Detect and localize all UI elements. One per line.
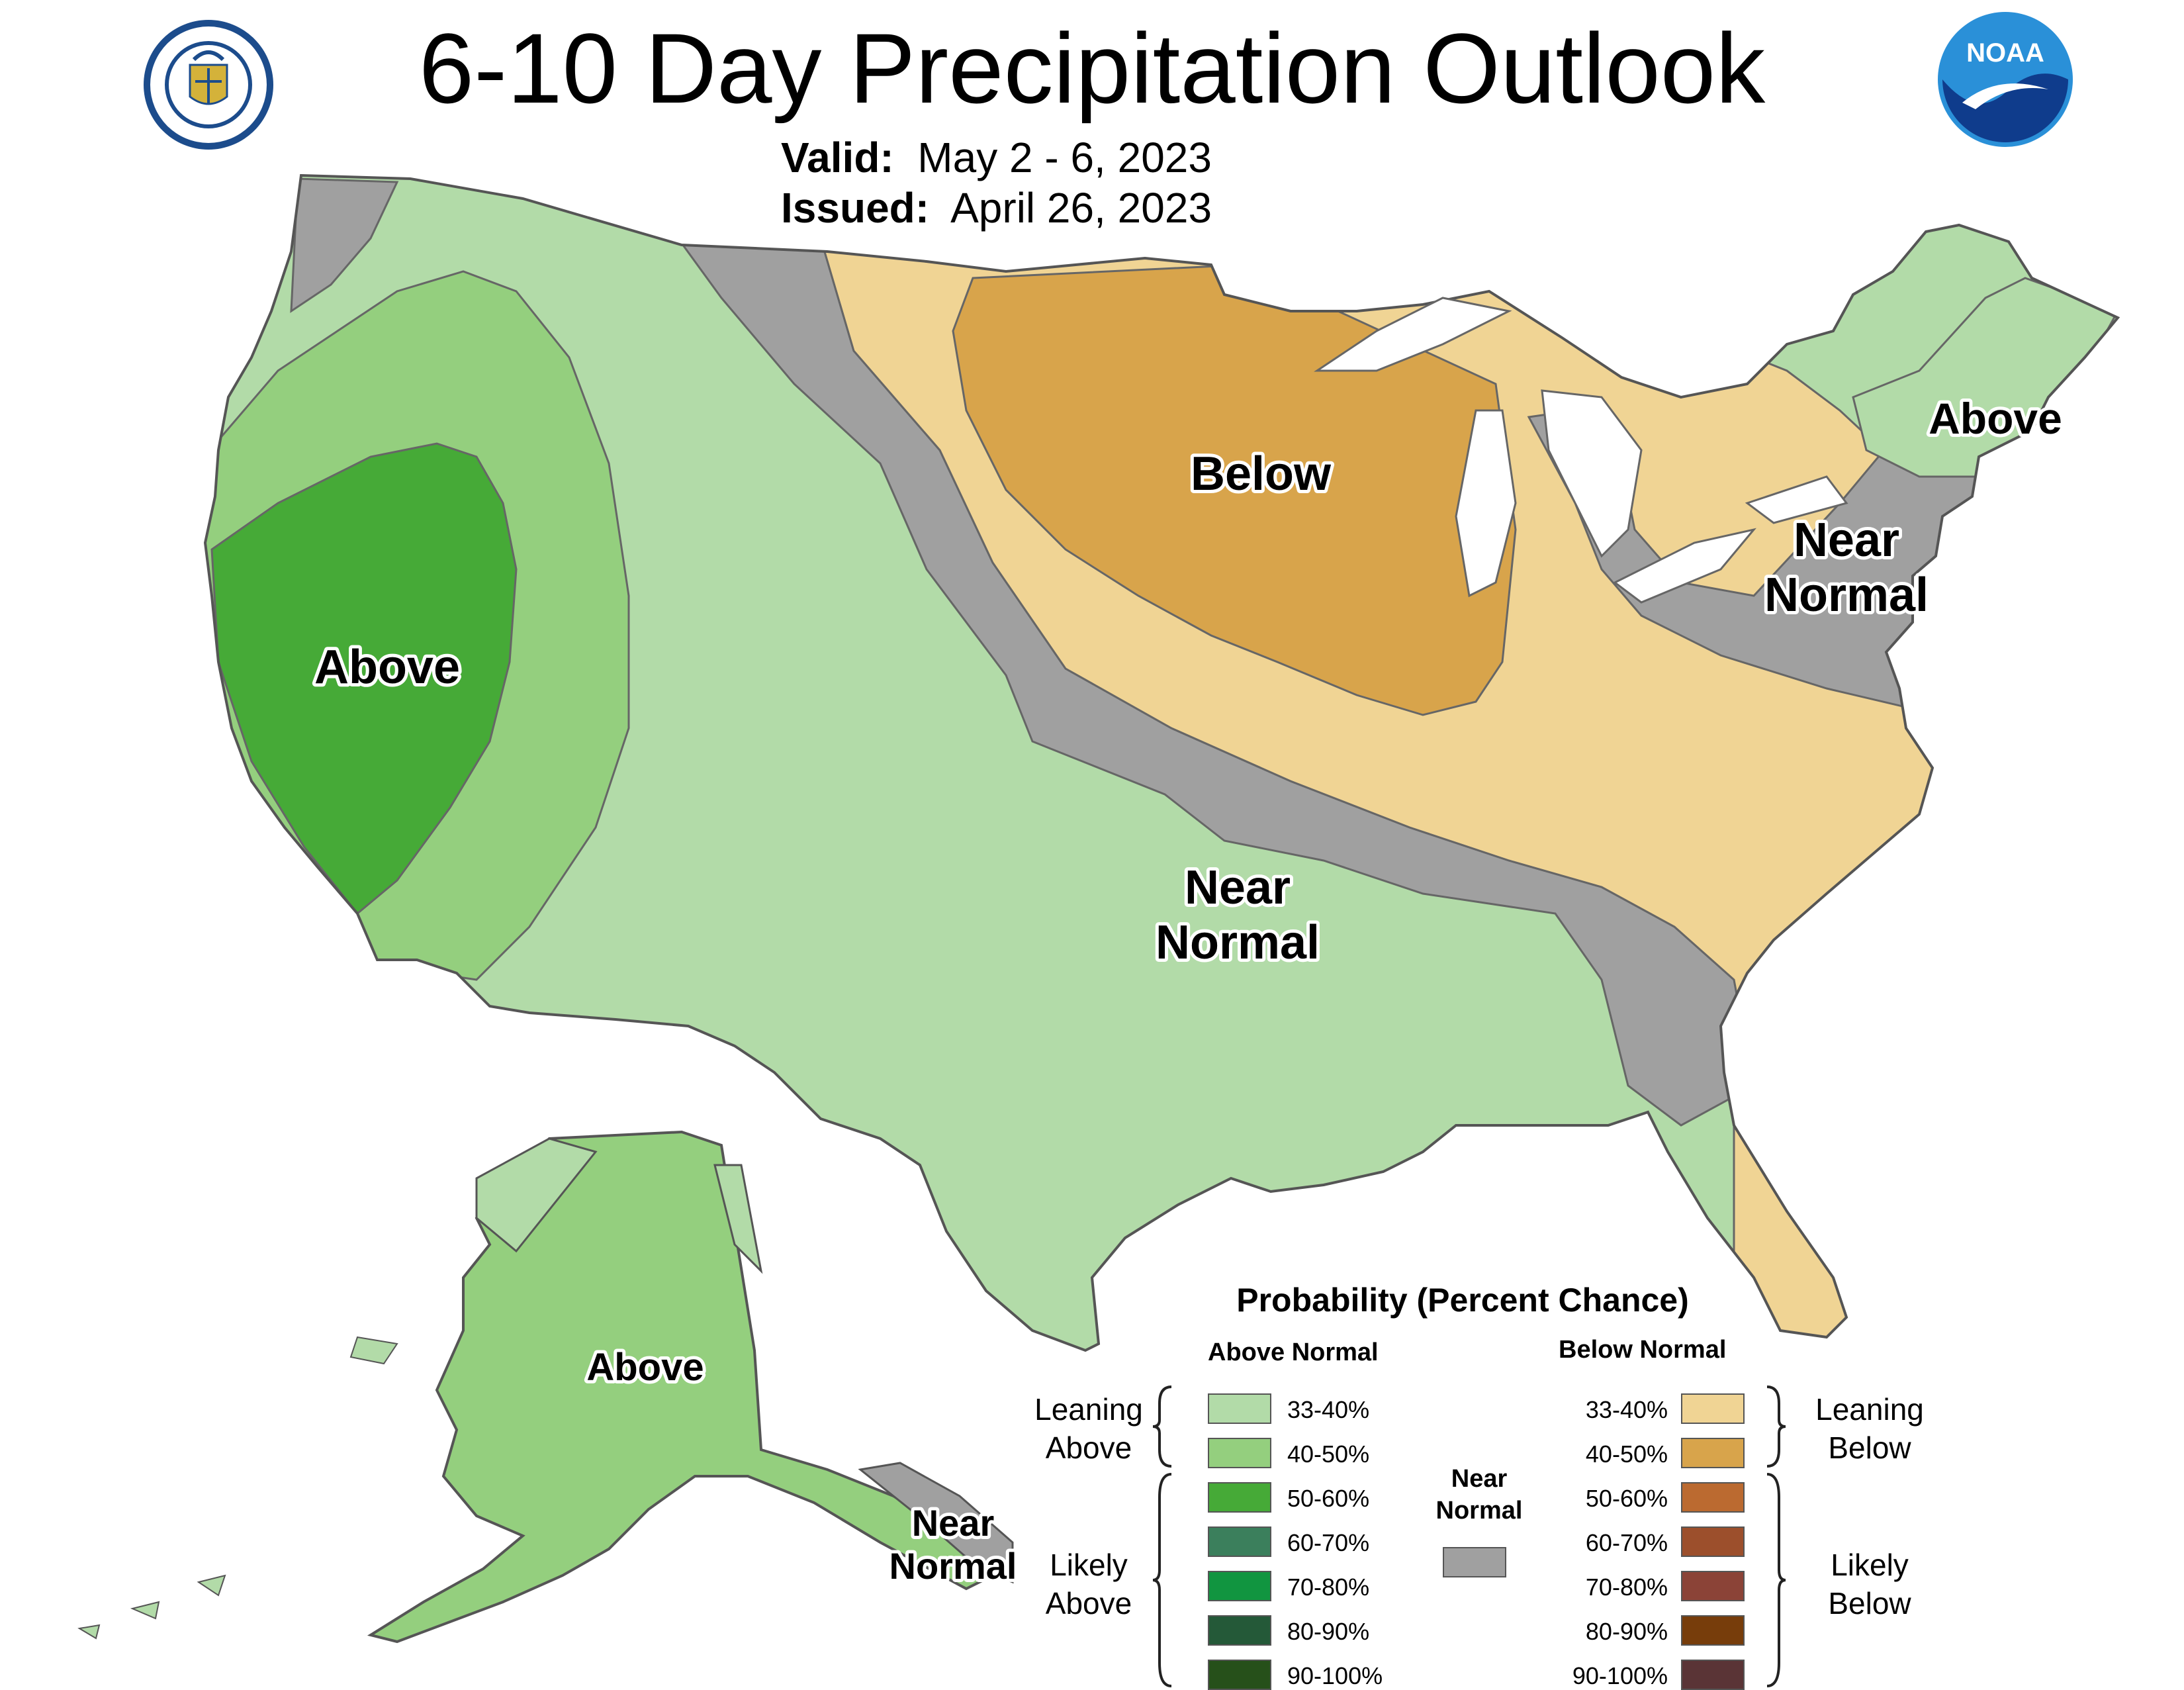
legend-above-label: 60-70% <box>1287 1529 1370 1556</box>
legend-above-swatch <box>1208 1438 1271 1468</box>
great-lakes <box>1314 297 1848 604</box>
legend-below-swatch <box>1681 1615 1745 1646</box>
label-new-england-above: Above <box>1929 394 2062 443</box>
brace-leaning-below-icon <box>1766 1385 1786 1468</box>
alaska-north-slope <box>475 1137 598 1253</box>
legend-below-swatch <box>1681 1660 1745 1690</box>
legend-likely-below-line2: Below <box>1828 1586 1911 1620</box>
legend-below-swatch <box>1681 1526 1745 1557</box>
legend-below-swatch <box>1681 1438 1745 1468</box>
legend-above-label: 90-100% <box>1287 1662 1383 1689</box>
legend-likely-below: Likely Below <box>1787 1546 1952 1622</box>
label-se-alaska-near-1: Near <box>912 1502 995 1544</box>
near-normal-region-washington-coast <box>290 177 399 313</box>
brace-likely-above-icon <box>1152 1473 1172 1687</box>
label-northeast-near-2: Normal <box>1764 569 1929 622</box>
brace-leaning-above-icon <box>1152 1385 1172 1468</box>
label-se-alaska-near-2: Normal <box>889 1545 1017 1587</box>
lake-huron <box>1541 389 1643 558</box>
alaska-mainland <box>367 1130 995 1644</box>
issued-label: Issued: <box>781 184 930 232</box>
legend-below-label: 90-100% <box>1572 1662 1668 1689</box>
legend-below-header: Below Normal <box>1559 1336 1727 1364</box>
legend-leaning-above: Leaning Above <box>1006 1390 1171 1467</box>
legend-below-swatch <box>1681 1393 1745 1424</box>
issued-date: April 26, 2023 <box>950 184 1212 232</box>
lake-erie <box>1613 528 1756 604</box>
legend-near-header-line1: Near <box>1451 1465 1508 1493</box>
legend-below-label: 40-50% <box>1585 1440 1668 1468</box>
legend-above-swatch <box>1208 1571 1271 1601</box>
noaa-text: NOAA <box>1966 38 2044 68</box>
alaska-northeast <box>713 1164 763 1274</box>
legend-near-normal-swatch <box>1443 1547 1506 1577</box>
legend-above-swatch <box>1208 1393 1271 1424</box>
legend-above-swatch <box>1208 1482 1271 1513</box>
legend-below-label: 70-80% <box>1585 1573 1668 1601</box>
label-plains-below: Below <box>1191 447 1332 500</box>
conus-outline <box>203 173 2120 1352</box>
valid-dates: May 2 - 6, 2023 <box>917 134 1212 181</box>
issued-line: Issued: April 26, 2023 <box>781 183 1212 233</box>
legend-leaning-below: Leaning Below <box>1787 1390 1952 1467</box>
legend-leaning-above-line2: Above <box>1045 1431 1132 1465</box>
label-plains-near-1: Near <box>1185 861 1291 914</box>
alaska-panhandle <box>858 1462 1014 1584</box>
label-northeast-near-1: Near <box>1794 514 1899 567</box>
alaska-map <box>77 1130 1014 1644</box>
valid-label: Valid: <box>781 134 894 181</box>
legend-below-label: 50-60% <box>1585 1485 1668 1512</box>
legend-below-swatch <box>1681 1571 1745 1601</box>
map-title: 6-10 Day Precipitation Outlook <box>418 13 1766 124</box>
lake-superior <box>1314 297 1512 372</box>
lake-michigan <box>1455 409 1517 598</box>
legend-likely-above-line1: Likely <box>1050 1548 1128 1582</box>
legend-above-label: 80-90% <box>1287 1618 1370 1645</box>
legend-above-label: 40-50% <box>1287 1440 1370 1468</box>
legend-likely-above: Likely Above <box>1006 1546 1171 1622</box>
date-block: Valid: May 2 - 6, 2023 Issued: April 26,… <box>781 132 1212 233</box>
label-west-above: Above <box>314 641 460 694</box>
legend-likely-below-line1: Likely <box>1831 1548 1909 1582</box>
legend-title: Probability (Percent Chance) <box>1236 1282 1689 1319</box>
legend-leaning-below-line1: Leaning <box>1815 1392 1924 1427</box>
label-alaska-above: Above <box>586 1346 704 1389</box>
legend-above-swatch <box>1208 1660 1271 1690</box>
legend-above-header: Above Normal <box>1208 1338 1379 1366</box>
legend-above-swatch <box>1208 1526 1271 1557</box>
department-of-commerce-seal-icon <box>144 20 273 150</box>
noaa-logo-icon: NOAA <box>1938 12 2073 147</box>
legend-above-label: 70-80% <box>1287 1573 1370 1601</box>
legend-above-label: 50-60% <box>1287 1485 1370 1512</box>
lake-ontario <box>1745 475 1848 524</box>
legend-leaning-below-line2: Below <box>1828 1431 1911 1465</box>
legend-below-swatch <box>1681 1482 1745 1513</box>
alaska-islands <box>77 1336 398 1640</box>
above-50-60-region-california <box>210 442 518 915</box>
legend-near-header-line2: Normal <box>1435 1497 1523 1525</box>
valid-line: Valid: May 2 - 6, 2023 <box>781 132 1212 183</box>
legend-likely-above-line2: Above <box>1045 1586 1132 1620</box>
brace-likely-below-icon <box>1766 1473 1786 1687</box>
label-plains-near-2: Normal <box>1156 916 1320 969</box>
legend-above-swatch <box>1208 1615 1271 1646</box>
legend-below-label: 33-40% <box>1585 1396 1668 1423</box>
legend-below-label: 60-70% <box>1585 1529 1668 1556</box>
legend-below-label: 80-90% <box>1585 1618 1668 1645</box>
legend-leaning-above-line1: Leaning <box>1034 1392 1143 1427</box>
legend-near-header: Near Normal <box>1433 1463 1525 1526</box>
legend-above-label: 33-40% <box>1287 1396 1370 1423</box>
